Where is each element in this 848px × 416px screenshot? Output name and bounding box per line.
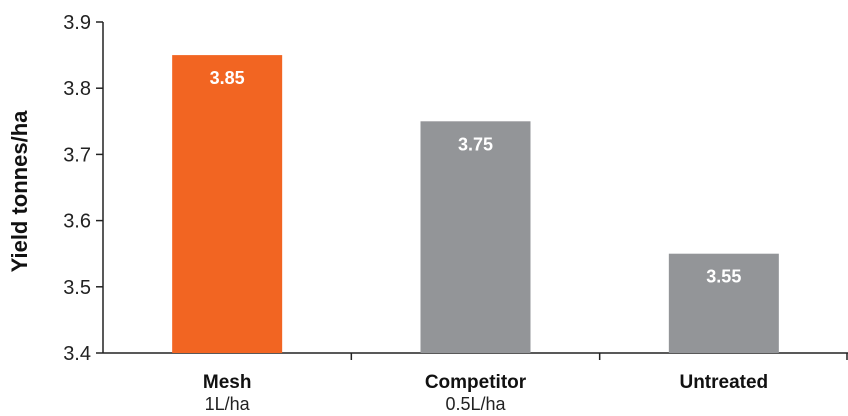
x-axis (103, 352, 848, 360)
data-label: 3.55 (706, 267, 741, 287)
category-label: Competitor (425, 372, 527, 393)
y-tick-label: 3.4 (63, 343, 91, 365)
category-label: Untreated (679, 372, 768, 393)
data-label: 3.75 (458, 134, 493, 154)
y-tick-label: 3.7 (63, 144, 91, 166)
category-sublabel: 1L/ha (205, 394, 251, 414)
bar-competitor (420, 121, 531, 353)
y-tick-label: 3.5 (63, 277, 91, 299)
y-tick-label: 3.8 (63, 78, 91, 100)
y-axis-title: Yield tonnes/ha (7, 110, 32, 273)
y-axis: 3.4 3.5 3.6 3.7 3.8 3.9 (63, 12, 104, 365)
y-tick-label: 3.6 (63, 211, 91, 233)
category-sublabel: 0.5L/ha (445, 394, 506, 414)
y-tick-label: 3.9 (63, 12, 91, 34)
bar-mesh (172, 55, 283, 353)
data-label: 3.85 (210, 68, 245, 88)
bar-untreated (668, 253, 779, 353)
bars: 3.85 3.75 3.55 (172, 55, 779, 353)
category-label: Mesh (203, 372, 252, 393)
